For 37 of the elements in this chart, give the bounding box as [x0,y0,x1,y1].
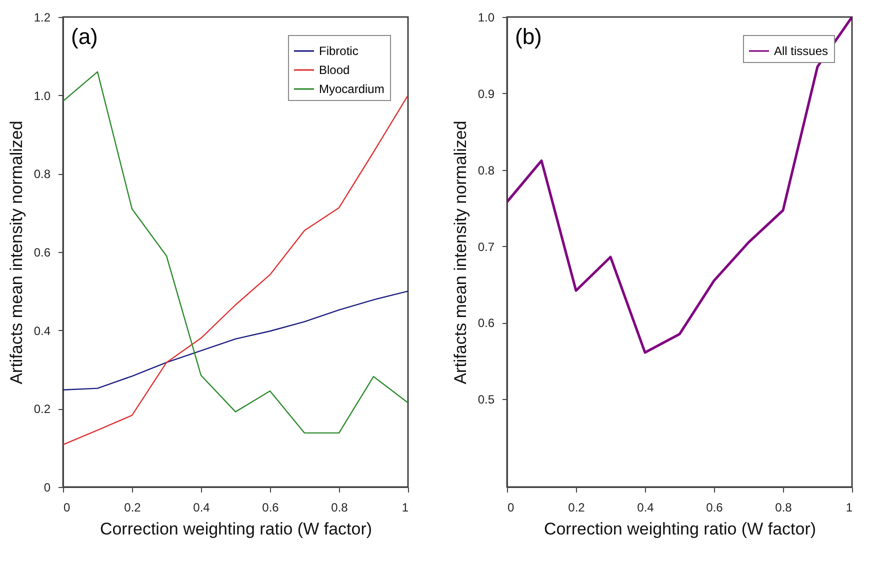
x-tick-label: 0.2 [568,500,586,514]
legend-label: Myocardium [319,82,384,96]
y-tick-label: 0.4 [34,324,51,338]
y-tick-label: 0 [44,480,51,494]
legend-label: All tissues [774,44,828,58]
x-tick-label: 0.6 [706,500,724,514]
x-tick-label: 0.8 [331,500,348,514]
y-tick-label: 0.9 [478,86,495,101]
y-tick-label: 1.0 [34,88,51,103]
x-tick-label: 0 [508,500,514,514]
y-tick-label: 0.6 [478,316,495,330]
annotation: (b) [515,24,542,49]
x-tick-label: 0.2 [124,500,142,514]
legend-label: Blood [319,63,350,77]
x-tick-label: 1 [846,500,853,514]
annotation: (a) [71,24,98,49]
x-tick-label: 0.4 [193,500,210,514]
x-tick-label: 0.8 [775,500,792,514]
y-tick-label: 0.5 [478,392,495,407]
x-tick-label: 0 [64,500,70,514]
y-tick-label: 1.0 [478,10,495,24]
x-tick-label: 0.4 [637,500,654,514]
y-tick-label: 0.7 [478,240,495,254]
y-tick-label: 0.8 [478,163,495,178]
y-tick-label: 0.2 [34,402,51,416]
y-axis-title: Artifacts mean intensity normalized [6,120,26,384]
line-series [63,290,408,390]
line-series [507,17,852,354]
y-axis-title: Artifacts mean intensity normalized [450,120,470,384]
legend-label: Fibrotic [319,44,358,58]
y-tick-label: 0.6 [34,246,51,260]
x-axis-title: Correction weighting ratio (W factor) [100,520,372,538]
y-tick-label: 1.2 [34,10,51,24]
x-tick-label: 0.6 [262,500,280,514]
x-tick-label: 1 [402,500,409,514]
y-tick-label: 0.8 [34,167,51,182]
x-axis-title: Correction weighting ratio (W factor) [544,520,816,538]
